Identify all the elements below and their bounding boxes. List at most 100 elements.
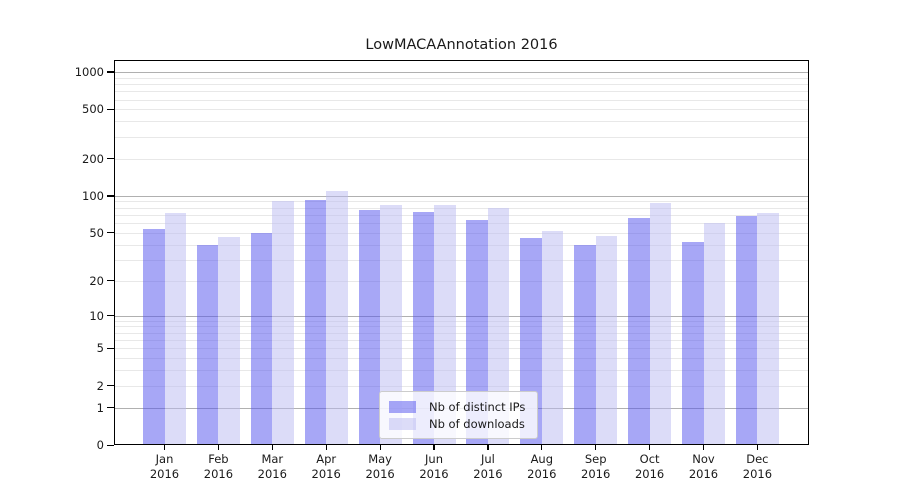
gridline-minor (114, 158, 809, 160)
x-tick-label: Apr 2016 (311, 452, 341, 481)
bar-distinct-ips (143, 228, 165, 445)
y-tick-label: 1000 (74, 64, 104, 79)
y-tick-mark (107, 158, 114, 160)
y-tick-mark (107, 195, 114, 197)
bar-distinct-ips (250, 232, 273, 445)
x-tick-label: Oct 2016 (634, 452, 665, 481)
y-tick-label: 5 (96, 341, 104, 356)
gridline-minor (114, 109, 809, 111)
bar-downloads (757, 213, 779, 445)
y-tick-mark (107, 108, 114, 111)
legend-swatch-distinct-ips (389, 400, 416, 413)
bar-downloads (541, 230, 564, 445)
gridline-minor (114, 326, 809, 328)
x-tick-label: Aug 2016 (527, 452, 557, 481)
x-tick-label: Feb 2016 (203, 452, 234, 481)
x-tick-mark (649, 445, 651, 450)
y-tick-mark (107, 407, 114, 409)
x-tick-label: Jan 2016 (149, 452, 180, 481)
y-tick-label: 500 (82, 102, 104, 117)
y-tick-mark (107, 71, 114, 73)
bar-distinct-ips (682, 241, 704, 445)
gridline-minor (114, 385, 809, 387)
gridline-minor (114, 320, 809, 322)
bar-downloads (595, 236, 618, 445)
y-tick-mark (107, 385, 114, 387)
gridline-major (114, 195, 809, 197)
gridline-minor (114, 280, 809, 282)
y-tick-mark (107, 280, 114, 282)
bar-downloads (434, 205, 456, 445)
bar-downloads (703, 223, 725, 445)
bar-distinct-ips (358, 209, 381, 445)
x-tick-mark (541, 445, 543, 450)
x-tick-label: Jul 2016 (473, 452, 503, 481)
legend-swatch-downloads (389, 417, 416, 430)
gridline-minor (114, 259, 809, 261)
x-tick-mark (379, 445, 381, 450)
x-tick-mark (595, 445, 597, 450)
y-tick-label: 20 (89, 273, 104, 288)
gridline-minor (114, 348, 809, 350)
gridline-minor (114, 136, 809, 138)
gridline-minor (114, 358, 809, 360)
gridline-minor (114, 207, 809, 209)
x-tick-mark (756, 445, 759, 450)
y-tick-label: 10 (89, 308, 104, 323)
y-tick-label: 0 (96, 438, 104, 452)
gridline-minor (114, 91, 809, 93)
gridline-minor (114, 223, 809, 224)
gridline-major (114, 315, 809, 317)
bar-downloads (649, 203, 672, 445)
legend-label-distinct-ips: Nb of distinct IPs (429, 399, 526, 414)
x-tick-mark (487, 445, 489, 450)
bar-downloads (164, 212, 186, 445)
gridline-minor (114, 77, 809, 79)
x-tick-label: Mar 2016 (257, 452, 287, 481)
bar-distinct-ips (196, 244, 219, 445)
bar-distinct-ips (304, 200, 327, 445)
plot-area: Nb of distinct IPs Nb of downloads (114, 60, 809, 445)
gridline-minor (114, 99, 809, 101)
chart-title: LowMACAAnnotation 2016 (365, 37, 558, 53)
y-tick-mark (107, 444, 114, 446)
gridline-major (114, 71, 809, 73)
y-tick-mark (107, 315, 114, 317)
bar-downloads (380, 204, 402, 445)
x-tick-label: May 2016 (365, 452, 395, 481)
gridline-minor (114, 232, 809, 234)
y-tick-mark (107, 232, 114, 234)
gridline-minor (114, 339, 809, 341)
y-tick-mark (107, 347, 114, 349)
bar-distinct-ips (466, 220, 488, 445)
bar-downloads (218, 237, 240, 445)
x-tick-mark (271, 445, 273, 450)
bar-downloads (272, 201, 294, 445)
x-tick-mark (163, 445, 166, 450)
gridline-minor (114, 201, 809, 203)
y-tick-label: 1 (96, 400, 104, 415)
x-tick-mark (217, 445, 220, 450)
x-tick-label: Sep 2016 (581, 452, 611, 481)
gridline-minor (114, 84, 809, 85)
gridline-minor (114, 214, 809, 216)
gridline-minor (114, 244, 809, 246)
bar-downloads (326, 190, 348, 445)
x-tick-label: Dec 2016 (742, 452, 773, 481)
y-tick-label: 2 (96, 378, 104, 393)
y-tick-label: 100 (82, 188, 104, 203)
legend-label-downloads: Nb of downloads (429, 416, 525, 431)
x-tick-mark (433, 445, 435, 450)
bar-distinct-ips (735, 216, 758, 445)
x-tick-label: Jun 2016 (419, 452, 449, 481)
bar-downloads (487, 208, 510, 445)
bar-distinct-ips (412, 211, 434, 445)
legend-item-downloads: Nb of downloads (389, 415, 525, 432)
x-tick-mark (702, 445, 705, 450)
gridline-minor (114, 370, 809, 372)
bar-distinct-ips (574, 244, 596, 445)
gridline-minor (114, 121, 809, 123)
gridline-minor (114, 332, 809, 334)
y-tick-label: 50 (89, 225, 104, 240)
